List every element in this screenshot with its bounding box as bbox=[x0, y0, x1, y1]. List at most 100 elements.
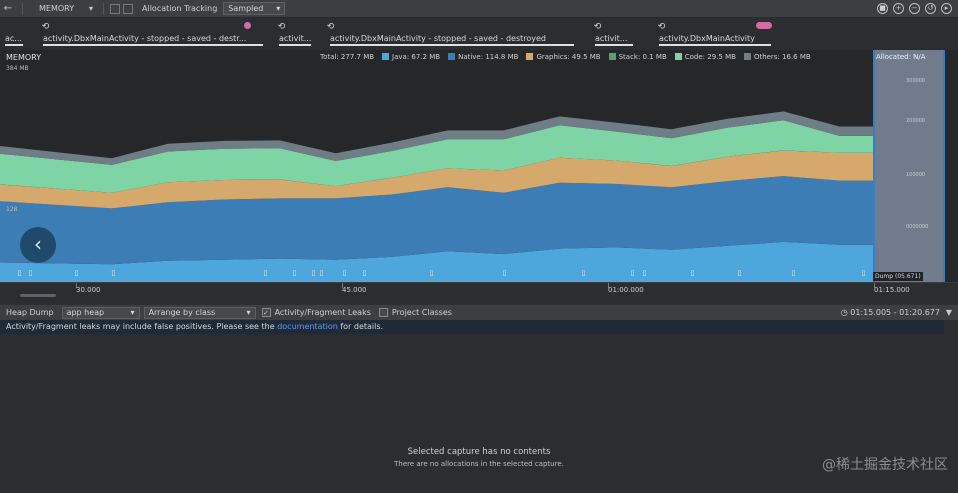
legend-java: Java: 67.2 MB bbox=[382, 53, 440, 61]
arrange-select[interactable]: Arrange by class ▾ bbox=[143, 306, 256, 319]
time-tick-label: 45.000 bbox=[342, 286, 367, 294]
rotate-icon: ⟲ bbox=[277, 22, 286, 32]
garbage-collection-icon: ▯ bbox=[642, 269, 647, 277]
chevron-down-icon: ▾ bbox=[246, 308, 251, 317]
info-text-before: Activity/Fragment leaks may include fals… bbox=[6, 322, 278, 331]
time-tick-label: 30.000 bbox=[76, 286, 101, 294]
chevron-left-icon[interactable]: ‹ bbox=[20, 227, 56, 263]
garbage-collection-icon: ▯ bbox=[861, 269, 866, 277]
clock-icon: ◷ bbox=[840, 308, 848, 317]
touch-event-dot bbox=[756, 22, 772, 29]
zoom-out-icon[interactable]: − bbox=[909, 3, 920, 14]
rotate-icon: ⟲ bbox=[657, 22, 666, 32]
legend-swatch bbox=[382, 53, 390, 60]
leak-info-banner: Activity/Fragment leaks may include fals… bbox=[0, 320, 944, 334]
info-text-after: for details. bbox=[337, 322, 384, 331]
arrange-select-value: Arrange by class bbox=[148, 308, 216, 317]
project-classes-label: Project Classes bbox=[391, 308, 452, 317]
garbage-collection-icon: ▯ bbox=[630, 269, 635, 277]
memory-chart[interactable]: MEMORY 384 MB 128 Total: 277.7 MB Java: … bbox=[0, 50, 958, 282]
toolbar-right-actions: ■ + − ↺ ▸ bbox=[877, 3, 952, 14]
activity-segment[interactable]: ac... bbox=[5, 34, 23, 46]
heap-dump-toolbar: Heap Dump app heap ▾ Arrange by class ▾ … bbox=[0, 304, 958, 320]
activity-segment[interactable]: activit... bbox=[595, 34, 633, 46]
touch-event-dot bbox=[244, 22, 251, 29]
timeline-scrollbar[interactable] bbox=[20, 294, 56, 297]
legend-swatch bbox=[526, 53, 534, 60]
allocation-tracking-select[interactable]: Sampled ▾ bbox=[223, 2, 286, 15]
garbage-collection-icon: ▯ bbox=[429, 269, 434, 277]
time-tick bbox=[874, 283, 875, 288]
empty-state-subtitle: There are no allocations in the selected… bbox=[394, 460, 564, 468]
legend-native: Native: 114.8 MB bbox=[448, 53, 518, 61]
area-series-native bbox=[0, 176, 873, 265]
arrow-left-icon[interactable]: ← bbox=[3, 3, 13, 14]
garbage-collection-icon: ▯ bbox=[342, 269, 347, 277]
selection-y-tick: 0000000 bbox=[906, 224, 929, 230]
checkbox-empty-icon bbox=[378, 308, 388, 317]
garbage-collection-icon: ▯ bbox=[28, 269, 33, 277]
garbage-collection-icon: ▯ bbox=[311, 269, 316, 277]
area-series-code bbox=[0, 120, 873, 193]
time-tick-label: 01:00.000 bbox=[608, 286, 644, 294]
zoom-in-icon[interactable]: + bbox=[893, 3, 904, 14]
allocation-tracking-label: Allocation Tracking bbox=[142, 4, 218, 13]
checkmark-icon: ✓ bbox=[261, 308, 271, 317]
heap-dump-tag[interactable]: Dump (05.671) bbox=[873, 272, 923, 281]
activity-segment[interactable]: activity.DbxMainActivity - stopped - sav… bbox=[330, 34, 574, 46]
project-classes-checkbox[interactable]: Project Classes bbox=[378, 308, 452, 317]
chevron-down-icon: ▾ bbox=[88, 4, 93, 13]
legend-swatch bbox=[448, 53, 456, 60]
documentation-link[interactable]: documentation bbox=[277, 322, 338, 331]
reset-zoom-icon[interactable]: ↺ bbox=[925, 3, 936, 14]
time-tick-label: 01:15.000 bbox=[874, 286, 910, 294]
legend-swatch bbox=[743, 53, 751, 60]
vertical-scrollbar[interactable] bbox=[944, 320, 958, 493]
area-series-others bbox=[0, 111, 873, 165]
activity-segment[interactable]: activit... bbox=[279, 34, 311, 46]
activity-segment[interactable]: activity.DbxMainActivity - stopped - sav… bbox=[43, 34, 263, 46]
filter-icon[interactable]: ▼ bbox=[945, 308, 952, 317]
memory-area-chart bbox=[0, 111, 873, 282]
allocated-label: Allocated: N/A bbox=[876, 53, 926, 61]
activity-leaks-checkbox[interactable]: ✓ Activity/Fragment Leaks bbox=[261, 308, 371, 317]
time-axis: 30.000 45.000 01:00.000 01:15.000 bbox=[0, 282, 958, 298]
y-axis-mid-label: 128 bbox=[6, 206, 18, 213]
empty-state-title: Selected capture has no contents bbox=[407, 447, 551, 457]
heap-select[interactable]: app heap ▾ bbox=[61, 306, 140, 319]
rotate-icon: ⟲ bbox=[593, 22, 602, 32]
time-tick bbox=[76, 283, 77, 288]
profiler-select[interactable]: MEMORY ▾ bbox=[35, 2, 97, 16]
garbage-collection-icon: ▯ bbox=[319, 269, 324, 277]
selection-y-tick: 100000 bbox=[906, 172, 926, 178]
legend-code-label: Code: 29.5 MB bbox=[684, 53, 736, 61]
garbage-collection-icon: ▯ bbox=[737, 269, 742, 277]
garbage-collection-icon: ▯ bbox=[263, 269, 268, 277]
y-axis-max-label: 384 MB bbox=[6, 65, 29, 72]
stop-icon[interactable]: ■ bbox=[877, 3, 888, 14]
garbage-collection-icon: ▯ bbox=[292, 269, 297, 277]
legend-total: Total: 277.7 MB bbox=[320, 53, 375, 61]
garbage-collection-icon: ▯ bbox=[581, 269, 586, 277]
garbage-collection-icon: ▯ bbox=[502, 269, 507, 277]
garbage-collection-icon: ▯ bbox=[690, 269, 695, 277]
garbage-collection-icon: ▯ bbox=[74, 269, 79, 277]
garbage-collection-icon: ▯ bbox=[791, 269, 796, 277]
go-live-icon[interactable]: ▸ bbox=[941, 3, 952, 14]
legend-code: Code: 29.5 MB bbox=[674, 53, 736, 61]
activity-segment[interactable]: activity.DbxMainActivity bbox=[659, 34, 771, 46]
legend-stack: Stack: 0.1 MB bbox=[608, 53, 667, 61]
chevron-down-icon: ▾ bbox=[276, 4, 281, 13]
watermark: @稀土掘金技术社区 bbox=[822, 457, 948, 473]
chart-legend: Total: 277.7 MB Java: 67.2 MB Native: 11… bbox=[320, 53, 811, 61]
allocation-tracking-value: Sampled bbox=[228, 4, 264, 13]
legend-swatch bbox=[674, 53, 682, 60]
capture-range-text: 01:15.005 - 01:20.677 bbox=[850, 308, 940, 317]
toolbar-divider bbox=[22, 2, 23, 15]
selection-y-tick: 200000 bbox=[906, 118, 926, 124]
trash-icon[interactable] bbox=[110, 3, 120, 14]
heap-dump-selection[interactable] bbox=[873, 50, 945, 282]
profiler-toolbar: ← MEMORY ▾ Allocation Tracking Sampled ▾… bbox=[0, 0, 958, 18]
heap-dump-label: Heap Dump bbox=[6, 308, 54, 317]
capture-icon[interactable] bbox=[123, 3, 133, 14]
